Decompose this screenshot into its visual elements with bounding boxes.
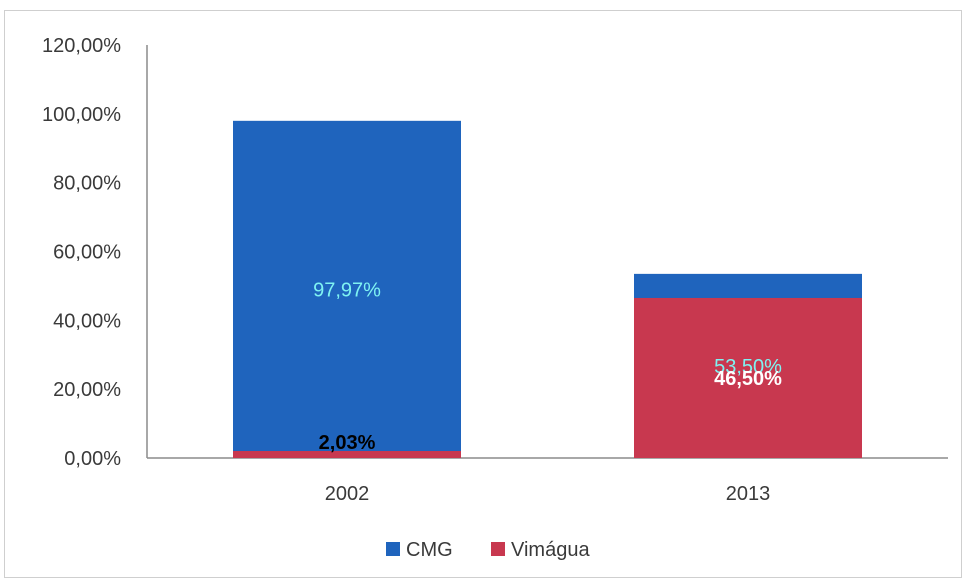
legend-swatch: [386, 542, 400, 556]
data-label: 46,50%: [714, 368, 782, 390]
data-labels-group: 97,97% 2,03% 53,50%46,50%: [313, 279, 782, 454]
bar-segment-vim-gua-2002: [233, 451, 461, 458]
y-tick-label: 120,00%: [42, 35, 121, 57]
data-label: 53,50%: [714, 356, 782, 378]
y-tick-label: 20,00%: [53, 379, 121, 401]
x-axis-category-labels: 2002 2013: [325, 483, 771, 505]
bar-segment-cmg-2002: [233, 120, 461, 458]
legend-label: CMG: [406, 539, 453, 561]
y-axis-tick-labels: 0,00% 20,00% 40,00% 60,00% 80,00% 100,00% 120,…: [42, 35, 121, 470]
y-tick-label: 60,00%: [53, 242, 121, 264]
legend-swatch: [491, 542, 505, 556]
legend: CMG Vimágua: [386, 539, 590, 561]
legend-label: Vimágua: [511, 539, 590, 561]
y-tick-label: 80,00%: [53, 173, 121, 195]
y-tick-label: 40,00%: [53, 310, 121, 332]
bars-group: [233, 120, 862, 458]
y-tick-label: 100,00%: [42, 104, 121, 126]
x-category-label: 2013: [726, 483, 771, 505]
x-category-label: 2002: [325, 483, 370, 505]
bar-segment-vim-gua-2013: [634, 297, 862, 458]
y-tick-label: 0,00%: [64, 448, 121, 470]
data-label: 97,97%: [313, 279, 381, 301]
data-label: 2,03%: [319, 432, 376, 454]
